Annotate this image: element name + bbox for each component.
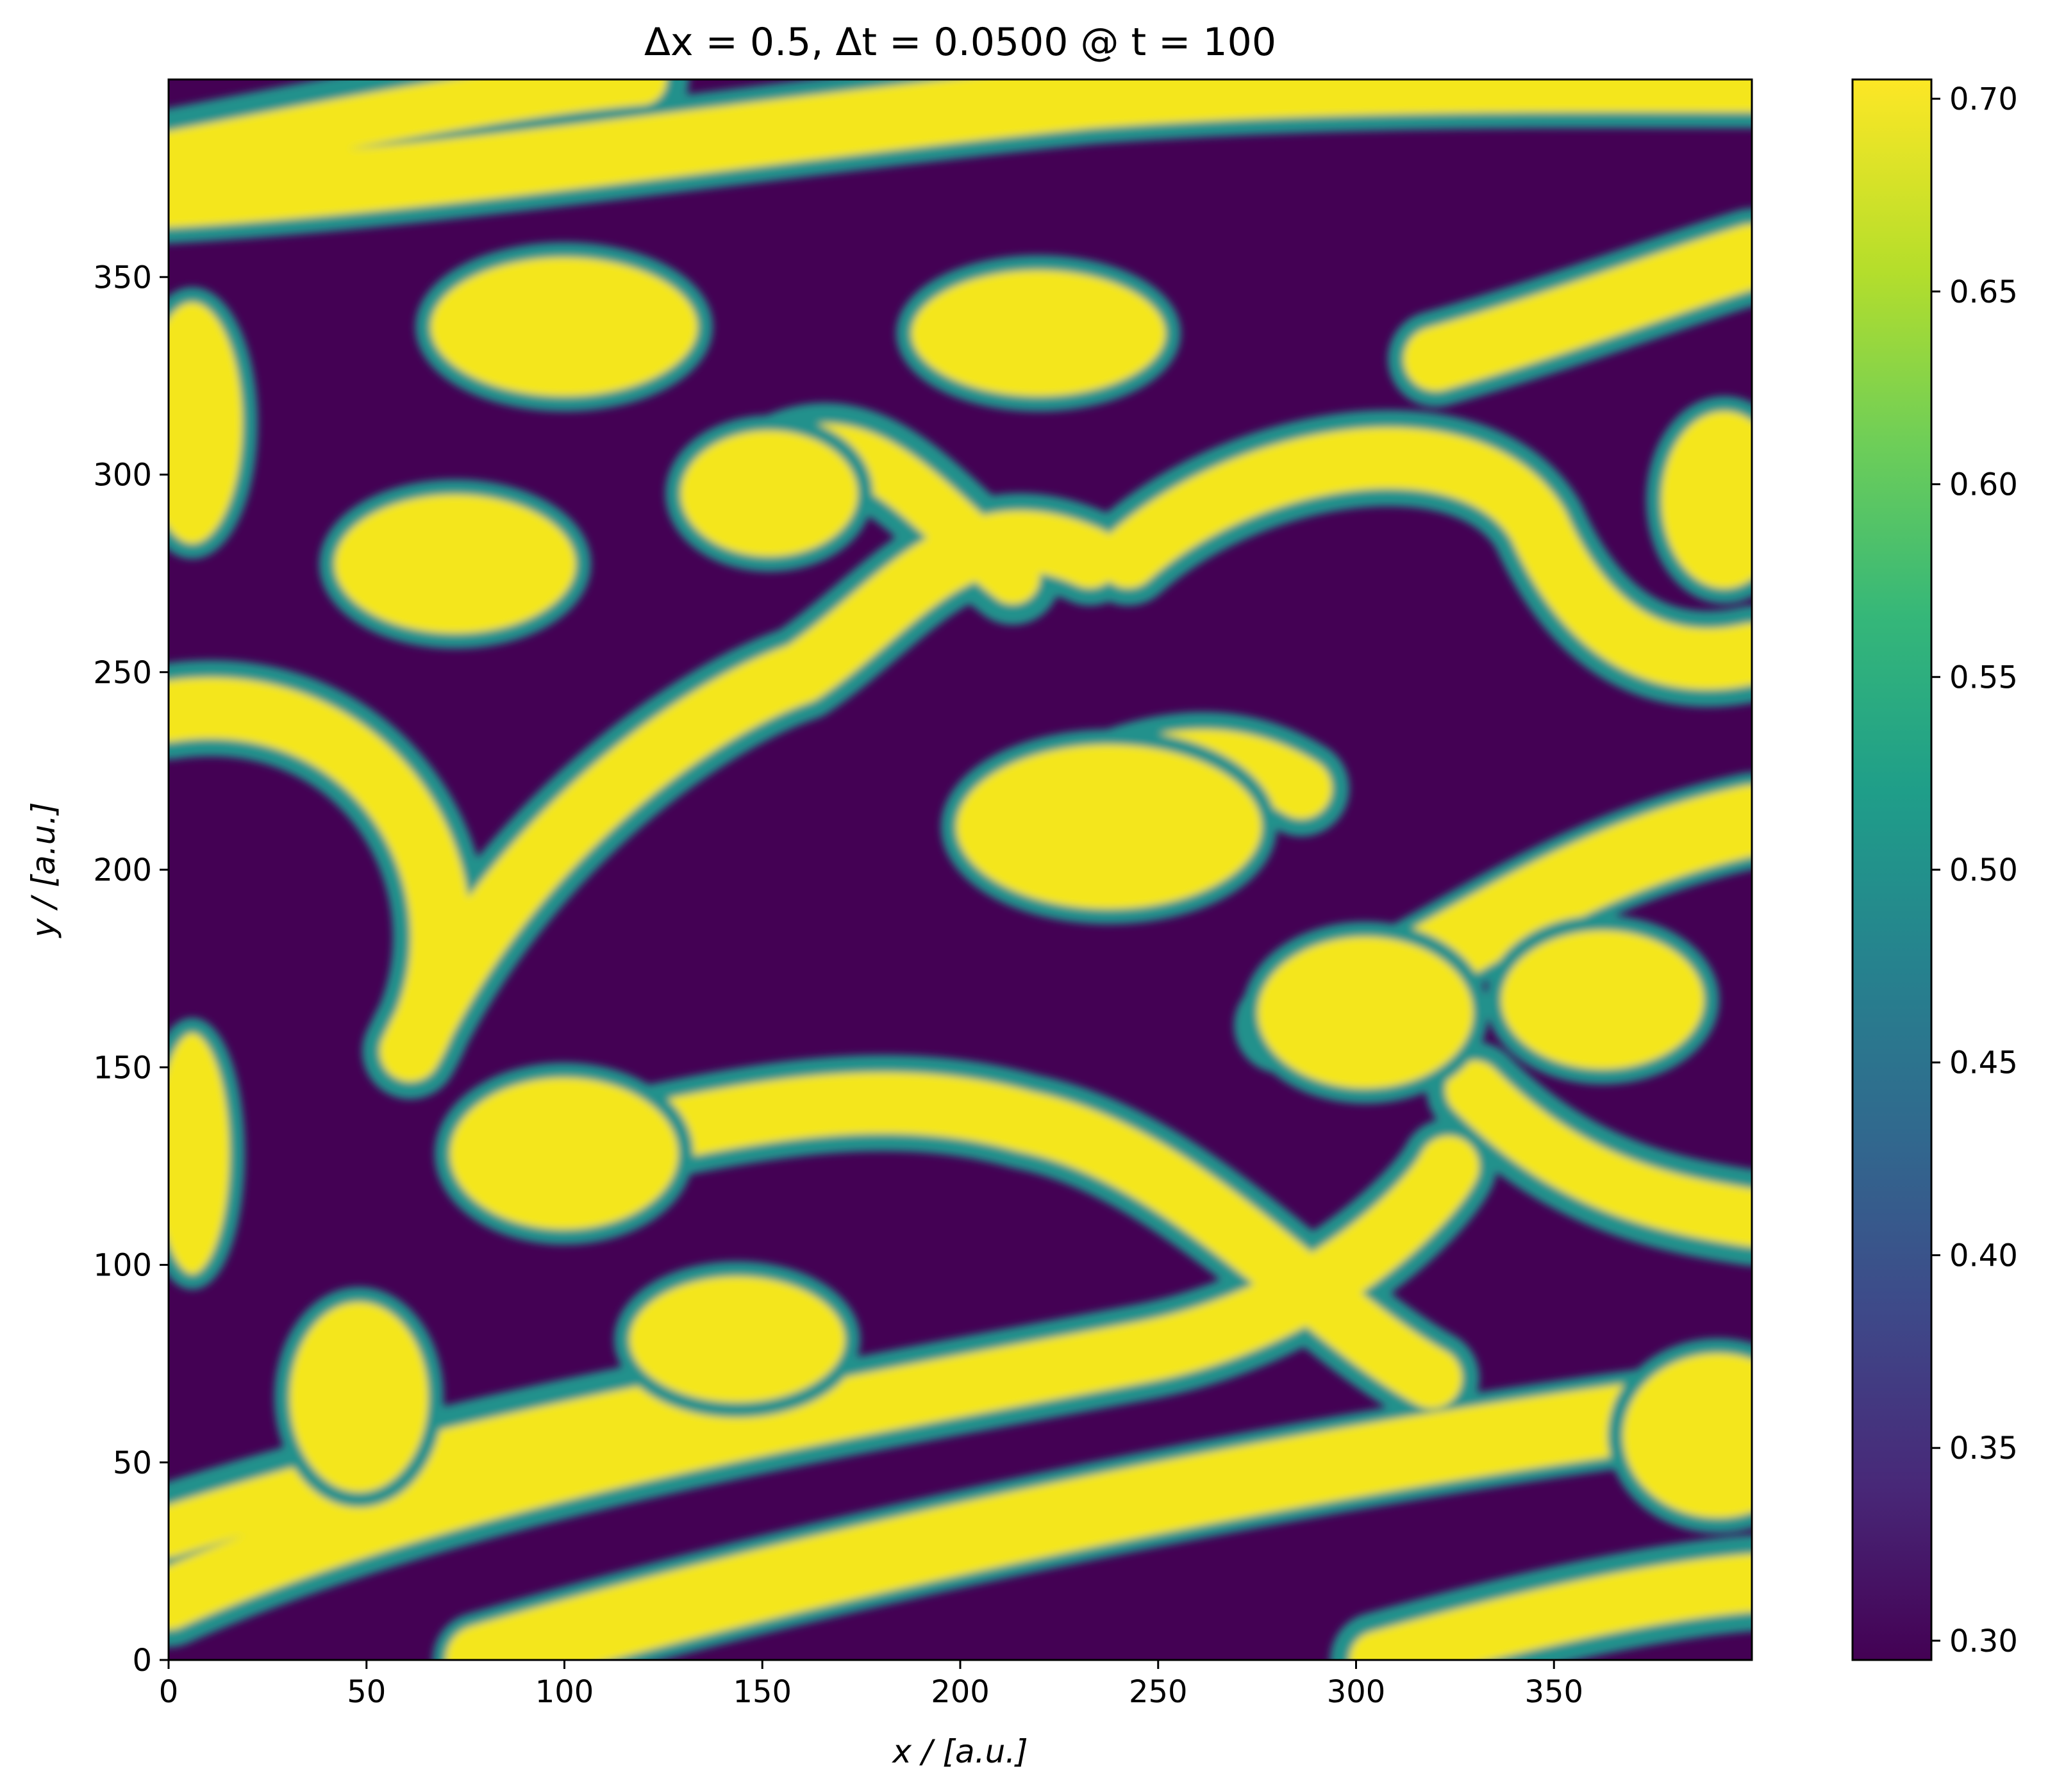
y-tick-label: 100 [93, 1248, 152, 1284]
chart-title: Δx = 0.5, Δt = 0.0500 @ t = 100 [644, 20, 1276, 65]
colorbar-tick-label: 0.65 [1949, 274, 2018, 310]
x-axis: 0 50 100 150 200 250 300 350 x / [a.u.] [159, 1660, 1583, 1770]
heatmap [169, 79, 1752, 1660]
domain-blob [169, 1018, 245, 1290]
domain-blob [1646, 396, 1752, 604]
domain-blob [665, 415, 873, 572]
domain-blob [319, 479, 591, 649]
domain-blob [435, 1063, 694, 1245]
phase-high-domains [169, 79, 1752, 1660]
domain-blob [169, 287, 258, 559]
y-tick-label: 0 [132, 1643, 152, 1679]
domain-stripe [1404, 224, 1752, 391]
x-tick-label: 50 [347, 1674, 386, 1710]
y-axis: 0 50 100 150 200 250 300 350 y / [a.u.] [25, 260, 169, 1679]
colorbar-tick-label: 0.50 [1949, 852, 2018, 888]
x-tick-label: 150 [733, 1674, 792, 1710]
domain-stripe [1097, 427, 1752, 690]
colorbar-gradient [1851, 78, 1933, 1661]
colorbar-tick-label: 0.55 [1949, 660, 2018, 695]
domain-blob [274, 1287, 444, 1507]
colorbar: 0.30 0.35 0.40 0.45 0.50 0.55 0.60 0.65 0.70 [1851, 78, 2018, 1661]
y-tick-label: 250 [93, 655, 152, 691]
domain-stripe [446, 1368, 1752, 1660]
domain-blob [941, 729, 1277, 924]
domain-stripe [169, 1136, 1479, 1630]
y-tick-label: 350 [93, 260, 152, 295]
x-axis-label: x / [a.u.] [891, 1733, 1028, 1770]
y-tick-label: 300 [93, 458, 152, 494]
domain-blob [1608, 1338, 1752, 1533]
x-tick-label: 200 [931, 1674, 990, 1710]
domain-blob [415, 242, 713, 411]
domain-blob [1486, 915, 1719, 1084]
colorbar-ticks: 0.30 0.35 0.40 0.45 0.50 0.55 0.60 0.65 0.70 [1931, 81, 2018, 1659]
colorbar-tick-label: 0.60 [1949, 467, 2018, 503]
colorbar-tick-label: 0.40 [1949, 1238, 2018, 1273]
domain-blob [1242, 922, 1488, 1104]
colorbar-tick-label: 0.30 [1949, 1623, 2018, 1659]
y-axis-label: y / [a.u.] [25, 802, 62, 938]
x-ticks: 0 50 100 150 200 250 300 350 [159, 1660, 1583, 1710]
y-tick-label: 200 [93, 852, 152, 888]
colorbar-tick-label: 0.45 [1949, 1045, 2018, 1081]
colorbar-tick-label: 0.35 [1949, 1431, 2018, 1466]
x-tick-label: 0 [159, 1674, 179, 1710]
domain-stripe [169, 511, 1120, 1082]
x-tick-label: 300 [1327, 1674, 1386, 1710]
x-tick-label: 100 [535, 1674, 594, 1710]
domain-stripe [169, 79, 667, 183]
colorbar-tick-label: 0.70 [1949, 81, 2018, 117]
x-tick-label: 250 [1129, 1674, 1188, 1710]
domain-stripe [1349, 1554, 1752, 1660]
y-tick-label: 50 [113, 1445, 152, 1481]
domain-blob [614, 1261, 860, 1418]
domain-stripe [1445, 1061, 1752, 1247]
y-ticks: 0 50 100 150 200 250 300 350 [93, 260, 169, 1679]
domain-blob [896, 255, 1181, 411]
y-tick-label: 150 [93, 1050, 152, 1086]
x-tick-label: 350 [1524, 1674, 1583, 1710]
